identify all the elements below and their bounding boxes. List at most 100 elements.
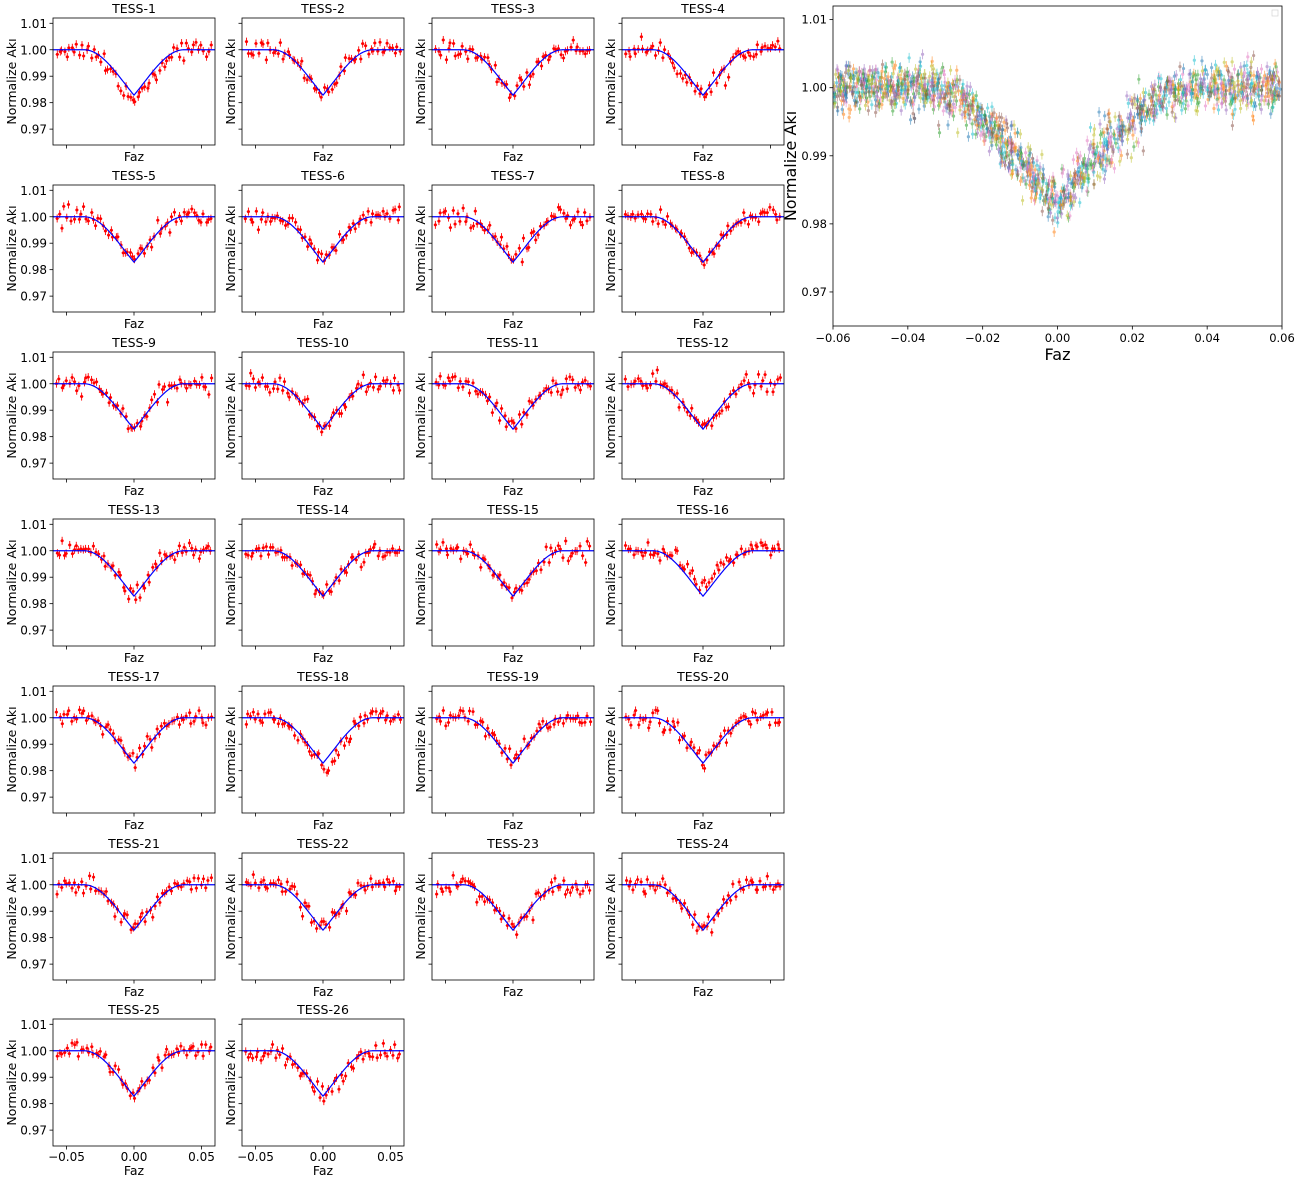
data-point [204,886,207,889]
data-point [672,720,675,723]
data-point [398,205,401,208]
data-point [446,553,449,556]
data-point [449,547,452,550]
data-point [676,72,679,75]
data-point [345,571,348,574]
data-point [467,720,470,723]
data-point [89,887,92,890]
data-point [583,211,586,214]
data-point [205,221,208,224]
data-point [569,891,572,894]
data-point [529,75,532,78]
data-point [63,879,66,882]
axes-frame [53,352,215,479]
data-point [141,912,144,915]
data-point [77,886,80,889]
data-point [363,722,366,725]
data-point [90,56,93,59]
model-curve [432,718,594,763]
data-point [669,728,672,731]
data-point [189,722,192,725]
data-point [700,87,703,90]
data-point [757,373,760,376]
data-points [624,33,781,101]
data-point [759,541,762,544]
panel-title: TESS-12 [676,335,729,350]
data-point [474,390,477,393]
data-point [693,578,696,581]
data-point [247,554,250,557]
axes-frame [622,352,784,479]
data-point [657,222,660,225]
data-point [774,885,777,888]
data-point [550,881,553,884]
data-point [320,763,323,766]
data-point [87,220,90,223]
data-point [396,551,399,554]
data-point [153,393,156,396]
data-point [625,879,628,882]
data-point [93,48,96,51]
y-tick-label: 1.01 [20,351,47,365]
data-point [299,228,302,231]
data-point [629,880,632,883]
data-point [654,54,657,57]
data-point [75,544,78,547]
data-point [691,923,694,926]
data-point [151,916,154,919]
data-point [495,80,498,83]
data-point [683,902,686,905]
data-points [625,872,782,936]
data-point [272,387,275,390]
y-axis-label: Normalize Akı [4,205,19,291]
data-point [739,716,742,719]
data-point [158,552,161,555]
data-point [689,572,692,575]
data-point [500,751,503,754]
data-point [766,875,769,878]
panel-tess-21: TESS-21Faz0.970.980.991.001.01Normalize … [4,836,215,999]
data-point [310,754,313,757]
data-point [260,881,263,884]
data-point [193,380,196,383]
data-point [146,87,149,90]
y-axis-label: Normalize Akı [603,873,618,959]
data-point [748,386,751,389]
data-point [713,572,716,575]
data-point [676,549,679,552]
data-point [567,559,570,562]
data-point [143,252,146,255]
data-point [187,211,190,214]
data-point [74,891,77,894]
data-point [364,889,367,892]
model-curve [242,718,404,763]
data-point [651,45,654,48]
data-point [641,384,644,387]
data-point [758,880,761,883]
data-point [505,245,508,248]
data-point [559,548,562,551]
panel-title: TESS-8 [680,168,725,183]
data-point [379,712,382,715]
panel-title: TESS-13 [107,502,160,517]
y-tick-label: 0.98 [20,597,47,611]
data-point [525,915,528,918]
data-point [57,377,60,380]
axes-frame [432,853,594,980]
data-point [754,712,757,715]
y-tick-label: 1.01 [20,852,47,866]
data-point [110,229,113,232]
data-point [251,552,254,555]
data-point [452,42,455,45]
data-point [68,881,71,884]
data-point [293,885,296,888]
data-point [743,379,746,382]
data-point [439,720,442,723]
panel-title: TESS-19 [486,669,539,684]
data-point [188,880,191,883]
data-point [445,886,448,889]
